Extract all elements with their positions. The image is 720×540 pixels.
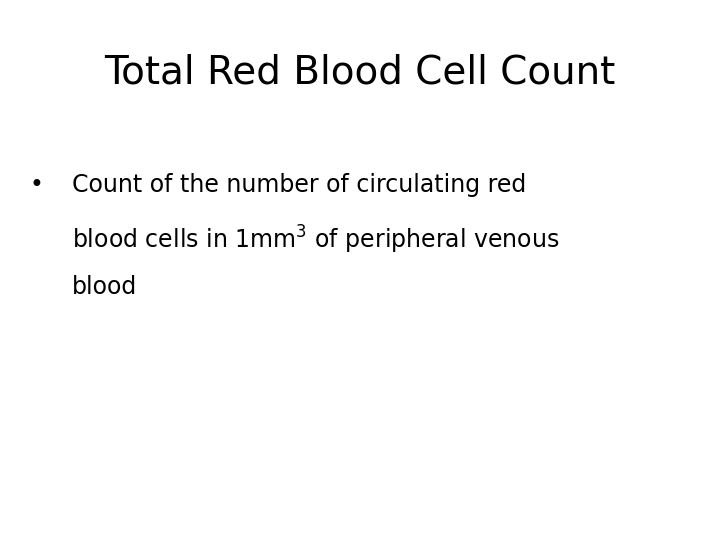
- Text: blood cells in 1mm$^3$ of peripheral venous: blood cells in 1mm$^3$ of peripheral ven…: [72, 224, 559, 256]
- Text: Total Red Blood Cell Count: Total Red Blood Cell Count: [104, 54, 616, 92]
- Text: •: •: [29, 173, 43, 197]
- Text: blood: blood: [72, 275, 138, 299]
- Text: Count of the number of circulating red: Count of the number of circulating red: [72, 173, 526, 197]
